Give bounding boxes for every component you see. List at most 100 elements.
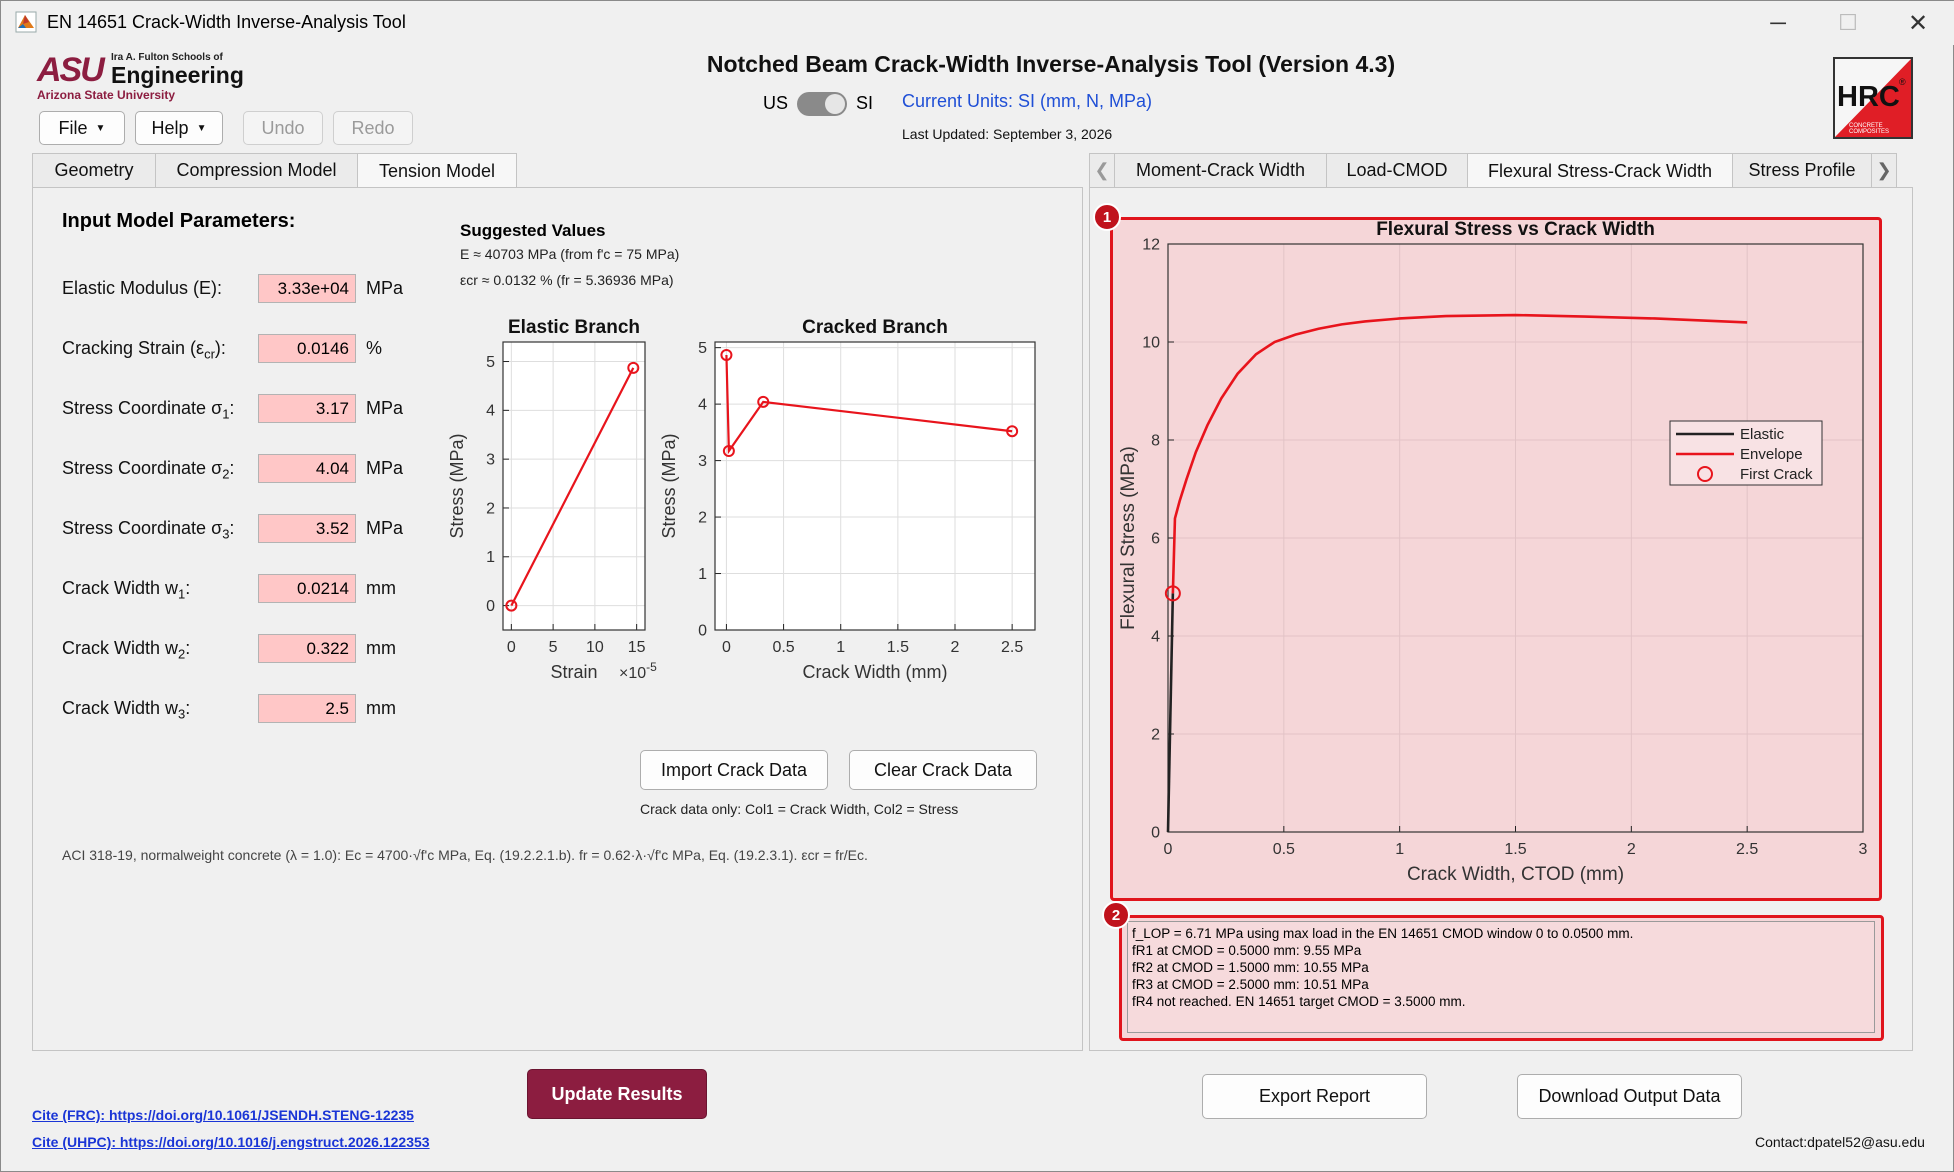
x-axis-label: Crack Width (mm) <box>803 662 948 682</box>
input-label-suffix-2: 1: <box>222 398 234 422</box>
input-field-3[interactable]: 4.04 <box>258 454 356 483</box>
input-label-tail-6: : <box>185 638 191 658</box>
input-field-6[interactable]: 0.322 <box>258 634 356 663</box>
tick-label-y: 2 <box>486 500 495 517</box>
chart-title: Cracked Branch <box>802 317 948 338</box>
y-axis-label: Stress (MPa) <box>659 433 679 538</box>
result-line: fR2 at CMOD = 1.5000 mm: 10.55 MPa <box>1132 960 1369 975</box>
tick-label-y: 2 <box>1151 726 1160 743</box>
input-field-2[interactable]: 3.17 <box>258 394 356 423</box>
tick-label-y: 4 <box>486 403 495 420</box>
series-line-0 <box>510 367 635 607</box>
update-results-button[interactable]: Update Results <box>527 1069 707 1119</box>
input-field-7[interactable]: 2.5 <box>258 694 356 723</box>
input-unit-4: MPa <box>366 518 404 538</box>
data-point <box>757 395 770 408</box>
results-lines: f_LOP = 6.71 MPa using max load in the E… <box>1132 925 1870 1010</box>
tab-flexural-stress-crack-width[interactable]: Flexural Stress-Crack Width <box>1467 153 1733 189</box>
tick-label-x: 1 <box>836 639 845 656</box>
redo-button[interactable]: Redo <box>333 111 413 145</box>
input-field-1[interactable]: 0.0146 <box>258 334 356 363</box>
input-unit-1: % <box>366 338 383 358</box>
input-field-4[interactable]: 3.52 <box>258 514 356 543</box>
tab-moment-crack-width[interactable]: Moment-Crack Width <box>1114 153 1327 187</box>
tick-label-y: 3 <box>698 453 707 470</box>
tab-tension-model[interactable]: Tension Model <box>357 153 517 189</box>
export-report-button[interactable]: Export Report <box>1202 1074 1427 1119</box>
unit-toggle-switch[interactable] <box>797 92 847 116</box>
input-label-sub-5: 1 <box>178 586 186 602</box>
tick-label-y: 5 <box>486 354 495 371</box>
unit-us-label: US <box>763 93 789 113</box>
input-label-suffix-4: 3: <box>222 518 234 542</box>
help-menu-button[interactable]: Help ▼ <box>135 111 223 145</box>
input-label-7: Crack Width w <box>62 698 179 718</box>
tick-label-y: 5 <box>698 340 707 357</box>
last-updated: Last Updated: September 3, 2026 <box>902 126 1113 142</box>
download-output-button[interactable]: Download Output Data <box>1517 1074 1742 1119</box>
toggle-knob <box>825 94 845 114</box>
tick-label-x: 10 <box>586 639 604 656</box>
tension-model-panel: Input Model Parameters: Elastic Modulus … <box>32 187 1083 1051</box>
input-label-tail-1: ): <box>214 338 226 358</box>
tick-label-x: 0 <box>1164 841 1173 858</box>
cite-frc-link[interactable]: Cite (FRC): https://doi.org/10.1061/JSEN… <box>32 1107 414 1123</box>
input-label-5: Crack Width w <box>62 578 179 598</box>
hrc-logo-text: HRC <box>1837 81 1900 113</box>
result-line: f_LOP = 6.71 MPa using max load in the E… <box>1132 926 1634 941</box>
input-unit-3: MPa <box>366 458 404 478</box>
input-unit-6: mm <box>366 638 396 658</box>
tick-label-y: 0 <box>698 622 707 639</box>
input-label-suffix-3: 2: <box>222 458 234 482</box>
input-label-6: Crack Width w <box>62 638 179 658</box>
cite-uhpc-link[interactable]: Cite (UHPC): https://doi.org/10.1016/j.e… <box>32 1134 430 1150</box>
minimize-button[interactable]: ─ <box>1770 10 1786 35</box>
tab-compression-model[interactable]: Compression Model <box>155 153 358 187</box>
tick-label-y: 6 <box>1151 530 1160 547</box>
tick-label-y: 0 <box>1151 824 1160 841</box>
results-textbox[interactable]: f_LOP = 6.71 MPa using max load in the E… <box>1127 921 1875 1033</box>
file-menu-button[interactable]: File ▼ <box>39 111 125 145</box>
input-label-tail-5: : <box>185 578 191 598</box>
tab-stress-profile[interactable]: Stress Profile <box>1732 153 1872 187</box>
current-units: Current Units: SI (mm, N, MPa) <box>902 91 1153 111</box>
x-axis-label: Strain <box>550 662 597 682</box>
tab-load-cmod[interactable]: Load-CMOD <box>1326 153 1468 187</box>
hrc-logo-mark: ® <box>1899 77 1906 87</box>
input-unit-0: MPa <box>366 278 404 298</box>
tick-label-x: 3 <box>1859 841 1868 858</box>
series-line-Elastic <box>1166 593 1175 833</box>
tab-geometry[interactable]: Geometry <box>32 153 156 187</box>
input-field-5[interactable]: 0.0214 <box>258 574 356 603</box>
maximize-button[interactable]: ☐ <box>1838 10 1858 35</box>
window-title: EN 14651 Crack-Width Inverse-Analysis To… <box>47 12 406 32</box>
data-point <box>720 348 733 361</box>
undo-button[interactable]: Undo <box>243 111 323 145</box>
y-axis-label: Flexural Stress (MPa) <box>1118 446 1139 630</box>
input-label-tail-4: : <box>229 518 235 538</box>
data-point <box>627 361 640 374</box>
tab-scroll-right-button[interactable]: ❯ <box>1871 153 1897 187</box>
import-crack-data-button[interactable]: Import Crack Data <box>640 750 828 790</box>
cracked-branch-chart: 0 0.5 1 1.5 2 2.5 0 1 2 3 4 5 Cracked Branch Crack Wi… <box>659 317 1036 682</box>
tick-label-x: 1.5 <box>887 639 909 656</box>
tick-label-x: 2.5 <box>1001 639 1023 656</box>
input-field-0[interactable]: 3.33e+04 <box>258 274 356 303</box>
input-label-suffix-7: 3: <box>178 698 190 722</box>
input-label-sub-2: 1 <box>222 406 230 422</box>
plot-frame <box>502 341 646 631</box>
plot-frame <box>1167 243 1864 833</box>
input-label-tail-3: : <box>229 458 235 478</box>
clear-crack-data-button[interactable]: Clear Crack Data <box>849 750 1037 790</box>
tick-label-y: 4 <box>698 396 707 413</box>
suggested-line-ecr: εcr ≈ 0.0132 % (fr = 5.36936 MPa) <box>460 272 674 288</box>
plot-frame <box>714 341 1036 631</box>
crack-data-note: Crack data only: Col1 = Crack Width, Col… <box>640 801 959 817</box>
input-label-0: Elastic Modulus (E): <box>62 278 223 298</box>
tab-scroll-left-button[interactable]: ❮ <box>1089 153 1115 187</box>
data-point <box>1164 585 1181 602</box>
badge-2: 2 <box>1102 901 1130 929</box>
data-point <box>722 444 735 457</box>
close-button[interactable]: ✕ <box>1907 9 1929 37</box>
